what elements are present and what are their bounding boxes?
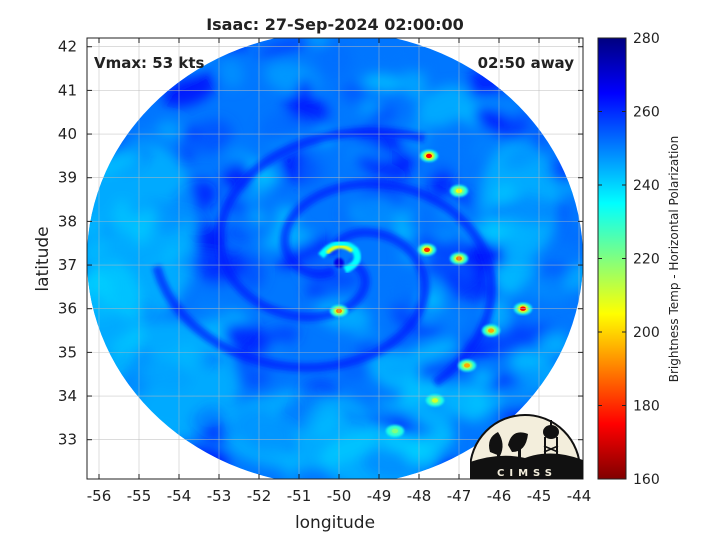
- texture-patch: [218, 58, 245, 88]
- texture-patch: [223, 322, 270, 356]
- convection-feature: [420, 149, 438, 162]
- texture-patch: [257, 327, 300, 347]
- y-tick-label: 42: [58, 38, 77, 56]
- texture-patch: [195, 282, 241, 308]
- colorbar-tick-label: 240: [633, 178, 660, 194]
- x-tick-label: -53: [207, 487, 232, 505]
- texture-patch: [282, 96, 333, 119]
- texture-patch: [498, 256, 538, 289]
- texture-patch: [536, 331, 569, 355]
- texture-patch: [394, 153, 417, 171]
- colorbar-label: Brightness Temp - Horizontal Polarizatio…: [667, 136, 681, 383]
- swath-image: [87, 38, 583, 479]
- texture-patch: [472, 369, 493, 386]
- texture-patch: [167, 138, 203, 151]
- x-tick-label: -45: [527, 487, 552, 505]
- texture-patch: [375, 399, 432, 422]
- x-tick-label: -46: [487, 487, 512, 505]
- colorbar-ticks: 160 180 200 220 240 260 280: [598, 31, 660, 488]
- cimss-logo: CIMSS: [470, 414, 583, 479]
- texture-patch: [299, 154, 330, 188]
- texture-patch: [410, 339, 458, 362]
- y-tick-label: 37: [58, 256, 77, 274]
- x-tick-label: -47: [447, 487, 472, 505]
- texture-patch: [390, 271, 409, 306]
- texture-patch: [320, 430, 440, 479]
- texture-patch: [328, 100, 357, 122]
- texture-patch: [531, 275, 574, 302]
- colorbar-tick-label: 220: [633, 252, 660, 268]
- colorbar-tick-label: 180: [633, 399, 660, 415]
- texture-patch: [225, 226, 250, 243]
- rain-band: [280, 179, 497, 387]
- y-tick-label: 38: [58, 212, 77, 230]
- texture-patch: [563, 262, 583, 291]
- texture-patch: [406, 61, 427, 74]
- y-axis-label: latitude: [33, 226, 53, 291]
- texture-patch: [258, 113, 298, 145]
- y-tick-label: 41: [58, 81, 77, 99]
- y-tick-label: 39: [58, 169, 77, 187]
- texture-patch: [480, 140, 560, 260]
- time-away-annotation: 02:50 away: [478, 54, 575, 72]
- convection-feature: [418, 243, 436, 256]
- texture-patch: [340, 82, 368, 105]
- x-tick-label: -51: [287, 487, 312, 505]
- texture-patch: [257, 38, 311, 59]
- texture-patch: [157, 119, 183, 142]
- x-tick-label: -48: [407, 487, 432, 505]
- convection-feature: [426, 394, 444, 407]
- y-tick-label: 36: [58, 300, 77, 318]
- x-tick-label: -52: [247, 487, 272, 505]
- texture-patch: [495, 385, 537, 409]
- x-tick-label: -56: [87, 487, 112, 505]
- x-tick-label: -50: [327, 487, 352, 505]
- y-tick-label: 40: [58, 125, 77, 143]
- axis-ticks: -56 -55 -54 -53 -52 -51 -50 -49 -48 -47 -46 -45 -44 3…: [58, 38, 591, 505]
- colorbar: 160 180 200 220 240 260 280 Brightness Temp - …: [597, 31, 681, 488]
- texture-patch: [365, 105, 398, 126]
- axes-frame: [86, 37, 584, 480]
- texture-patch: [403, 212, 463, 236]
- colorbar-tick-label: 280: [633, 31, 660, 47]
- texture-patch: [416, 406, 454, 433]
- colorbar-tick-label: 260: [633, 105, 660, 121]
- y-tick-label: 35: [58, 343, 77, 361]
- rain-bands: [152, 127, 497, 387]
- x-axis-label: longitude: [295, 513, 375, 533]
- y-tick-label: 33: [58, 431, 77, 449]
- texture-patch: [316, 40, 353, 78]
- grid-lines: [87, 38, 583, 479]
- texture-patch: [402, 66, 427, 100]
- texture-patch: [347, 195, 399, 228]
- vmax-annotation: Vmax: 53 kts: [94, 54, 204, 72]
- texture-patch: [381, 90, 420, 113]
- texture-patch: [354, 155, 410, 181]
- convection-feature: [386, 424, 404, 437]
- colorbar-tick-label: 200: [633, 325, 660, 341]
- x-tick-label: -55: [127, 487, 152, 505]
- texture-patch: [438, 383, 486, 418]
- texture-patch: [432, 304, 479, 339]
- texture-patch: [361, 73, 405, 91]
- y-tick-label: 34: [58, 387, 77, 405]
- colorbar-gradient: [597, 37, 627, 480]
- rain-band: [215, 127, 426, 322]
- rain-band: [152, 227, 430, 373]
- cimss-logo-text: CIMSS: [497, 468, 557, 479]
- texture-patch: [339, 38, 395, 53]
- chart-title: Isaac: 27-Sep-2024 02:00:00: [206, 15, 464, 34]
- convection-feature: [482, 324, 500, 337]
- x-tick-label: -54: [167, 487, 192, 505]
- colorbar-tick-label: 160: [633, 472, 660, 488]
- x-tick-label: -44: [567, 487, 592, 505]
- convection-feature: [458, 359, 476, 372]
- x-tick-label: -49: [367, 487, 392, 505]
- texture-patch: [416, 85, 472, 128]
